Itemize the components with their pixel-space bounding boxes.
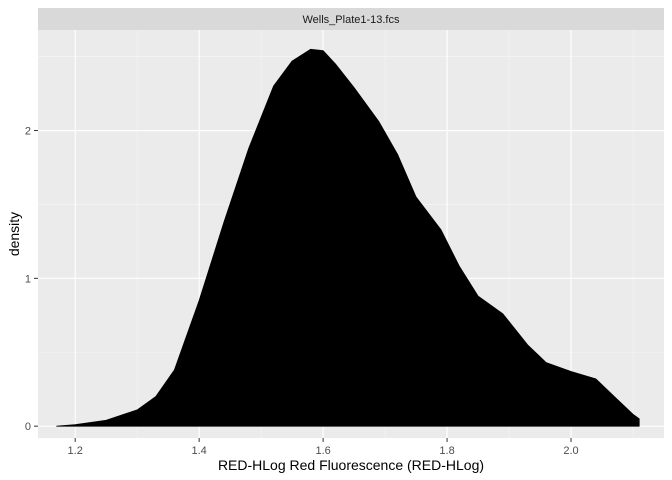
y-axis-title: density (6, 212, 22, 256)
density-area (56, 48, 640, 427)
facet-strip (38, 8, 664, 30)
x-tick-label: 2.0 (563, 445, 578, 457)
x-tick-label: 1.4 (192, 445, 207, 457)
facet-strip-label: Wells_Plate1-13.fcs (302, 14, 400, 26)
x-axis-title: RED-HLog Red Fluorescence (RED-HLog) (218, 457, 484, 473)
x-tick-label: 1.6 (315, 445, 330, 457)
y-tick-label: 2 (25, 126, 31, 138)
x-tick-label: 1.8 (439, 445, 454, 457)
y-tick-label: 0 (25, 421, 31, 433)
density-series (56, 48, 640, 427)
x-tick-label: 1.2 (68, 445, 83, 457)
y-axis-ticks: 0 1 2 (25, 126, 38, 433)
x-axis-ticks: 1.2 1.4 1.6 1.8 2.0 (68, 438, 579, 457)
y-tick-label: 1 (25, 273, 31, 285)
